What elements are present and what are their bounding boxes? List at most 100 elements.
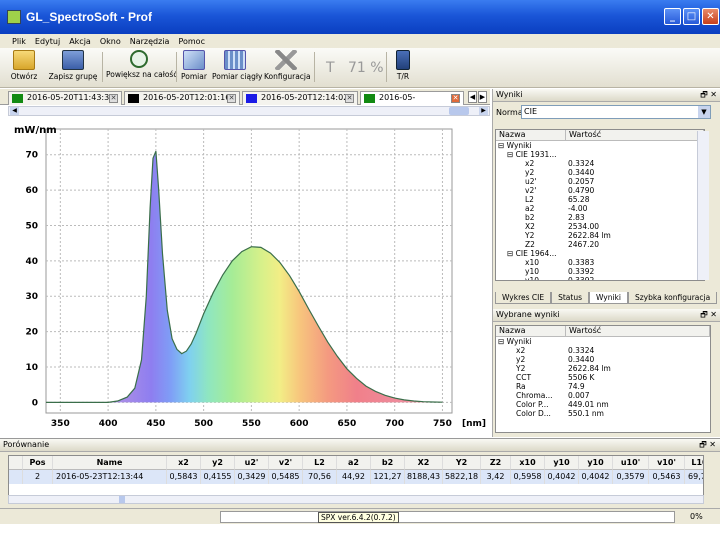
list-item[interactable]: Color P... 449.01 nm (496, 400, 710, 409)
column-header[interactable]: x10 (511, 456, 545, 470)
comparison-scrollbar[interactable] (8, 495, 704, 504)
row-value: 0.3440 (568, 168, 595, 177)
tr-button[interactable]: T/R (390, 50, 416, 86)
list-item[interactable]: ⊟ Wyniki (496, 141, 704, 150)
menu-pomoc[interactable]: Pomoc (178, 36, 205, 46)
menu-narzedzia[interactable]: Narzędzia (129, 36, 170, 46)
list-item[interactable]: x10 0.3383 (496, 258, 704, 267)
column-header[interactable]: y10 (545, 456, 579, 470)
pin-close-icon[interactable]: 🗗 ✕ (700, 90, 717, 99)
menu-okno[interactable]: Okno (99, 36, 121, 46)
column-header[interactable]: Y2 (443, 456, 481, 470)
chart-icon (183, 50, 205, 70)
list-item[interactable]: ⊟ CIE 1964... (496, 249, 704, 258)
close-tab-icon[interactable]: ✕ (345, 94, 354, 103)
list-item[interactable]: ⊟ CIE 1931... (496, 150, 704, 159)
list-item[interactable]: v2' 0.4790 (496, 186, 704, 195)
column-header[interactable]: Pos (23, 456, 53, 470)
menu-akcja[interactable]: Akcja (69, 36, 91, 46)
column-header[interactable]: Name (53, 456, 167, 470)
continuous-measure-button[interactable]: Pomiar ciągły (212, 50, 262, 86)
measure-button[interactable]: Pomiar (180, 50, 208, 86)
table-cell: 2 (23, 470, 53, 484)
tab-results[interactable]: Wyniki (588, 292, 628, 304)
chart-scrollbar[interactable]: ◀ ▶ (8, 106, 490, 116)
tab-measurement-1[interactable]: 2016-05-20T11:43:31 ✕ (8, 91, 122, 105)
list-item[interactable]: CCT 5506 K (496, 373, 710, 382)
selected-panel-header: Wybrane wyniki 🗗 ✕ (493, 309, 720, 322)
column-header[interactable]: v2' (269, 456, 303, 470)
list-item[interactable]: Z2 2467.20 (496, 240, 704, 249)
row-name: Y2 (525, 231, 535, 240)
save-group-button[interactable]: Zapisz grupę (48, 50, 98, 86)
list-item[interactable]: Chroma... 0.007 (496, 391, 710, 400)
scroll-left-icon[interactable]: ◀ (10, 107, 19, 115)
column-header[interactable]: v10' (649, 456, 685, 470)
column-header[interactable]: a2 (337, 456, 371, 470)
list-item[interactable]: Y2 2622.84 lm (496, 231, 704, 240)
column-header[interactable]: u2' (235, 456, 269, 470)
spectrum-line (46, 150, 443, 403)
column-header[interactable]: y2 (201, 456, 235, 470)
zoom-all-button[interactable]: Powiększ na całość (106, 50, 177, 86)
column-header[interactable]: x2 (167, 456, 201, 470)
close-tab-icon[interactable]: ✕ (227, 94, 236, 103)
list-item[interactable]: ⊟ Wyniki (496, 337, 710, 346)
tab-measurement-3[interactable]: 2016-05-20T12:14:02 ✕ (242, 91, 358, 105)
row-value: 5506 K (568, 373, 595, 382)
list-item[interactable]: y2 0.3440 (496, 355, 710, 364)
row-value: 0.3324 (568, 346, 595, 355)
open-button[interactable]: Otwórz (6, 50, 42, 86)
list-item[interactable]: Color D... 550.1 nm (496, 409, 710, 418)
tab-measurement-4[interactable]: 2016-05-20T12:44:54 ✕ (360, 91, 464, 114)
tab-scroll-right-icon[interactable]: ▶ (478, 91, 487, 103)
column-header[interactable]: y10 (579, 456, 613, 470)
list-item[interactable]: Ra 74.9 (496, 382, 710, 391)
column-header[interactable] (9, 456, 23, 470)
column-header[interactable]: Z2 (481, 456, 511, 470)
column-header[interactable]: L2 (303, 456, 337, 470)
close-button[interactable]: ✕ (702, 8, 719, 25)
norma-select[interactable]: CIE ▼ (521, 105, 711, 119)
list-item[interactable]: Y2 2622.84 lm (496, 364, 710, 373)
tab-cie-chart[interactable]: Wykres CIE (495, 292, 552, 304)
list-item[interactable]: u2' 0.2057 (496, 177, 704, 186)
list-item[interactable]: y10 0.3392 (496, 267, 704, 276)
pin-close-icon[interactable]: 🗗 ✕ (700, 310, 717, 319)
column-header[interactable]: b2 (371, 456, 405, 470)
x-tick-label: 500 (194, 419, 213, 429)
close-tab-icon[interactable]: ✕ (451, 94, 460, 103)
column-header[interactable]: u10' (613, 456, 649, 470)
close-tab-icon[interactable]: ✕ (109, 94, 118, 103)
menu-plik[interactable]: Plik (12, 36, 26, 46)
table-cell: 44,92 (337, 470, 371, 484)
table-cell: 0,5958 (511, 470, 545, 484)
list-item[interactable]: a2 -4.00 (496, 204, 704, 213)
list-item[interactable]: X2 2534.00 (496, 222, 704, 231)
list-item[interactable]: y2 0.3440 (496, 168, 704, 177)
comparison-panel: Porównanie 🗗 ✕ Pos Name x2 y2 u2' v2' L2 a2 b2 X2… (0, 438, 720, 510)
row-value: 2622.84 lm (568, 364, 611, 373)
list-item[interactable]: b2 2.83 (496, 213, 704, 222)
pin-close-icon[interactable]: 🗗 ✕ (699, 440, 716, 449)
results-scrollbar[interactable] (697, 131, 709, 280)
table-row[interactable]: 2 2016-05-23T12:13:44 0,5843 0,4155 0,3429 0,… (9, 470, 703, 484)
config-button[interactable]: Konfiguracja (264, 50, 311, 86)
tab-quick-config[interactable]: Szybka konfiguracja (627, 292, 718, 304)
tab-scroll-left-icon[interactable]: ◀ (468, 91, 477, 103)
list-item[interactable]: x2 0.3324 (496, 346, 710, 355)
tab-status[interactable]: Status (551, 292, 589, 304)
scroll-thumb[interactable] (449, 107, 469, 115)
chevron-down-icon[interactable]: ▼ (698, 106, 710, 118)
column-header[interactable]: L10 (685, 456, 703, 470)
scroll-thumb[interactable] (119, 496, 125, 503)
list-item[interactable]: x2 0.3324 (496, 159, 704, 168)
column-header[interactable]: X2 (405, 456, 443, 470)
tab-measurement-2[interactable]: 2016-05-20T12:01:16 ✕ (124, 91, 240, 105)
menu-edytuj[interactable]: Edytuj (34, 36, 61, 46)
scroll-right-icon[interactable]: ▶ (479, 107, 488, 115)
maximize-button[interactable]: □ (683, 8, 700, 25)
list-item[interactable]: L2 65.28 (496, 195, 704, 204)
minimize-button[interactable]: _ (664, 8, 681, 25)
list-item[interactable]: y10 0.3392 (496, 276, 704, 280)
